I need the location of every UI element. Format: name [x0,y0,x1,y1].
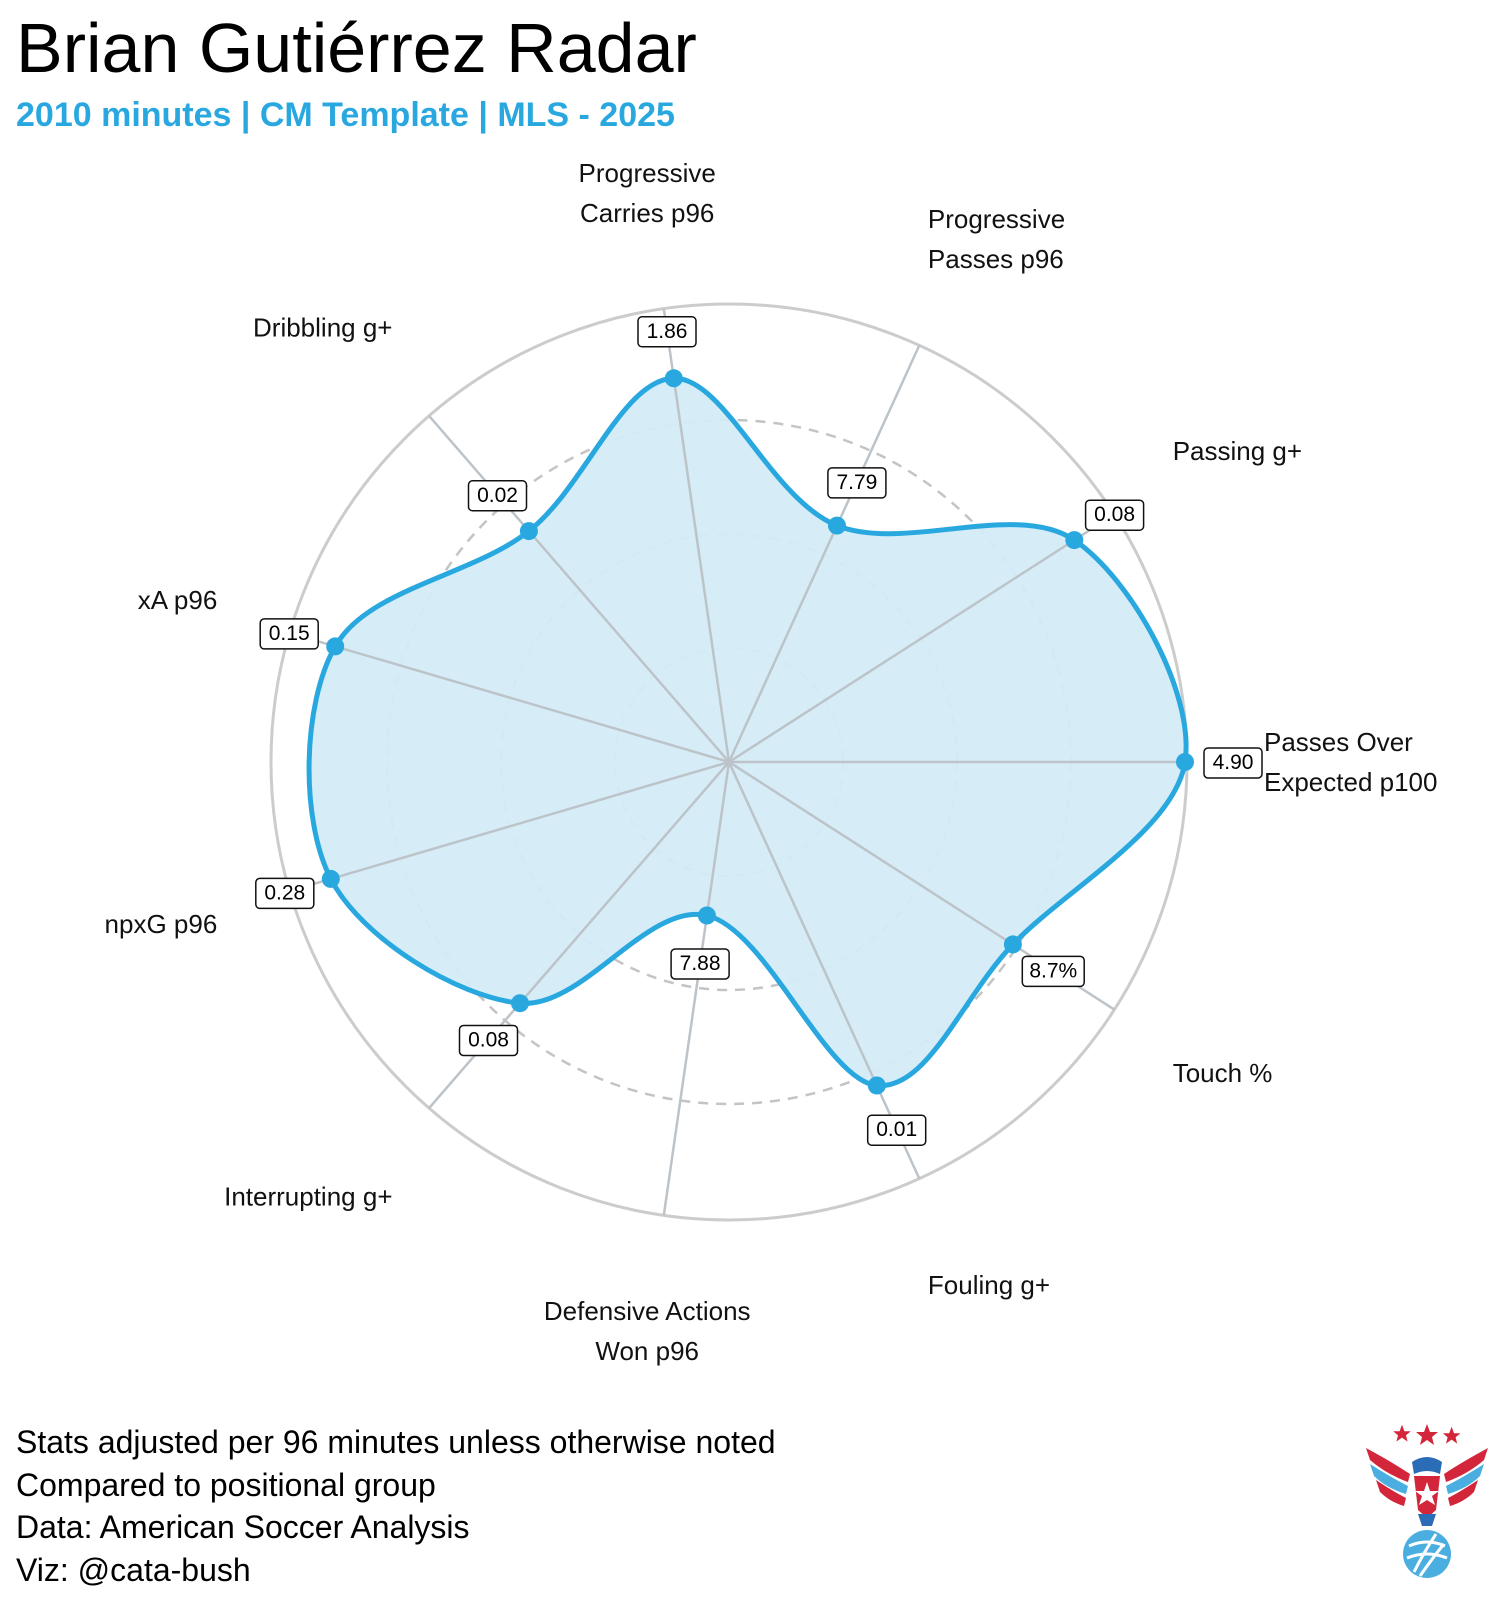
footer-notes: Stats adjusted per 96 minutes unless oth… [16,1421,776,1591]
axis-label-line: Interrupting g+ [224,1182,392,1212]
eagle-soccer-ball-logo-icon [1366,1424,1488,1578]
radar-spoke [728,513,1115,764]
radar-chart: 4.90 Passes Over Expected p100 0.08 Passing … [105,158,1438,1366]
axis-label: Touch % [1173,1058,1273,1088]
value-label-text: 0.08 [468,1029,509,1052]
radar-spoke [289,760,730,893]
value-label-box [259,618,319,650]
radar-point [1003,935,1022,954]
footer-note: Stats adjusted per 96 minutes unless oth… [16,1424,776,1460]
axis-label-line: Progressive [579,158,716,188]
axis-label-line: Defensive Actions [544,1296,751,1326]
radar-labels: 4.90 Passes Over Expected p100 0.08 Passing … [105,158,1438,1366]
axis-label-line: Expected p100 [1264,767,1437,797]
axis-label-line: Dribbling g+ [253,312,392,342]
value-label: 7.88 [670,948,730,980]
value-label-text: 7.88 [680,952,721,975]
radar-spoke [662,761,731,1216]
value-label-box [458,1024,519,1057]
axis-label-line: Touch % [1173,1058,1273,1088]
radar-point [697,906,716,925]
axis-label-line: npxG p96 [105,909,218,939]
radar-point [867,1076,886,1095]
value-label-text: 0.01 [876,1118,917,1141]
value-label-box [255,877,315,910]
value-label: 1.86 [637,316,697,348]
value-label: 0.28 [255,877,315,910]
radar-outline [306,375,1189,1089]
axis-label: Passing g+ [1173,436,1302,466]
radar-area [309,378,1187,1086]
radar-spoke [727,344,921,763]
value-label-box [467,480,528,512]
axis-label-line: Passes Over [1264,727,1413,757]
value-label-text: 0.15 [269,622,310,645]
page-title: Brian Gutiérrez Radar [16,9,697,87]
axis-label: npxG p96 [105,909,218,939]
value-label: 0.01 [866,1114,927,1146]
axis-label: Progressive Passes p96 [928,204,1065,274]
value-label-box [827,467,887,499]
value-label-text: 7.79 [836,471,877,494]
footer-note: Data: American Soccer Analysis [16,1509,470,1545]
radar-point [664,369,683,388]
axis-label: Defensive Actions Won p96 [544,1296,751,1366]
radar-point [828,516,846,535]
axis-label-line: Fouling g+ [928,1270,1050,1300]
value-label: 4.90 [1203,747,1263,779]
axis-label-line: Passing g+ [1173,436,1302,466]
axis-label-line: Passes p96 [928,244,1064,274]
page-subtitle: 2010 minutes | CM Template | MLS - 2025 [16,96,675,134]
axis-label: Dribbling g+ [253,312,392,342]
value-label-text: 0.02 [477,484,518,507]
radar-point [321,869,340,888]
radar-point [1065,531,1084,550]
axis-label: Interrupting g+ [224,1182,392,1212]
value-label-text: 0.28 [264,881,305,904]
value-label: 0.15 [259,618,319,650]
axis-label-line: Progressive [928,204,1065,234]
radar-spoke [289,631,730,764]
radar-points [321,369,1194,1095]
radar-point [519,522,538,541]
radar-point [326,637,345,656]
radar-shape [289,308,1189,1216]
value-label-text: 8.7% [1029,959,1077,982]
footer-note: Viz: @cata-bush [16,1551,251,1588]
value-label: 8.7% [1021,955,1085,988]
value-label-box [1203,747,1263,779]
value-label-box [670,948,730,980]
value-label-text: 0.08 [1094,503,1135,526]
axis-label: Progressive Carries p96 [579,158,716,228]
value-label-text: 1.86 [647,320,688,343]
axis-label: xA p96 [138,585,218,615]
radar-point [511,994,529,1013]
axis-label-line: Carries p96 [580,198,714,228]
value-label: 7.79 [827,467,887,499]
value-label-box [866,1114,927,1146]
value-label: 0.08 [458,1024,519,1057]
value-label-box [637,316,697,348]
axis-label-line: xA p96 [138,585,218,615]
value-label-box [1021,955,1085,988]
value-label-box [1084,499,1145,531]
axis-label: Fouling g+ [928,1270,1050,1300]
radar-point [1176,753,1194,771]
value-label-text: 4.90 [1213,751,1254,774]
value-label: 0.02 [467,480,528,512]
axis-label: Passes Over Expected p100 [1264,727,1437,797]
radar-spoke [727,761,921,1180]
axis-label-line: Won p96 [595,1336,699,1366]
value-label: 0.08 [1084,499,1145,531]
footer-note: Compared to positional group [16,1466,436,1503]
radar-spoke [428,415,730,763]
